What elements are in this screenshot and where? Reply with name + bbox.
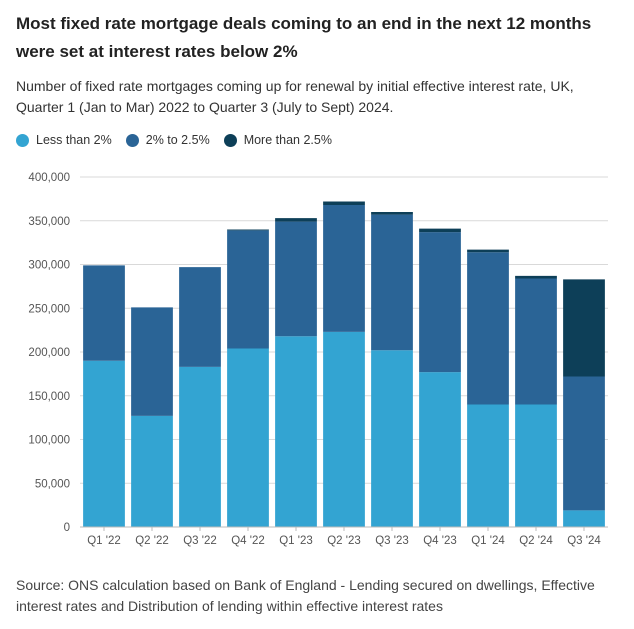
bar-segment: [563, 279, 605, 377]
x-tick-label: Q4 '23: [423, 535, 457, 547]
bar-segment: [467, 249, 509, 253]
y-tick-label: 400,000: [28, 172, 70, 184]
bar-segment: [179, 366, 221, 527]
bar-segment: [467, 404, 509, 527]
legend-item-2-to-2-5: 2% to 2.5%: [125, 133, 210, 147]
bar-segment: [227, 348, 269, 527]
bar-segment: [563, 510, 605, 527]
bar-segment: [371, 212, 413, 215]
x-tick-label: Q3 '22: [183, 535, 217, 547]
bar-segment: [515, 275, 557, 279]
bar-segment: [419, 228, 461, 233]
x-tick-label: Q3 '24: [567, 535, 601, 547]
x-tick-label: Q2 '22: [135, 535, 169, 547]
bar-segment: [467, 252, 509, 405]
y-tick-label: 250,000: [28, 303, 70, 315]
bar-segment: [419, 232, 461, 373]
chart-title: Most fixed rate mortgage deals coming to…: [16, 14, 592, 61]
bar-segment: [515, 278, 557, 405]
bar-segment: [131, 415, 173, 527]
legend-item-less-than-2: Less than 2%: [16, 133, 112, 147]
bar-segment: [275, 218, 317, 222]
bar-segment: [419, 372, 461, 527]
y-tick-label: 200,000: [28, 347, 70, 359]
y-tick-label: 300,000: [28, 260, 70, 272]
chart-legend: Less than 2% 2% to 2.5% More than 2.5%: [16, 131, 346, 149]
x-tick-label: Q1 '24: [471, 535, 505, 547]
bar-segment: [371, 214, 413, 351]
bar-segment: [83, 360, 125, 527]
legend-label-more-than-2-5: More than 2.5%: [243, 133, 332, 147]
bar-segment: [515, 404, 557, 527]
bar-segment: [323, 201, 365, 205]
y-tick-label: 350,000: [28, 216, 70, 228]
bar-segment: [371, 350, 413, 527]
legend-label-less-than-2: Less than 2%: [36, 133, 112, 147]
bar-segment: [227, 230, 269, 349]
bar-segment: [131, 307, 173, 416]
x-tick-label: Q3 '23: [375, 535, 409, 547]
x-tick-label: Q2 '23: [327, 535, 361, 547]
bar-segment: [323, 331, 365, 527]
bar-segment: [275, 336, 317, 527]
bar-segment: [227, 229, 269, 231]
bar-segment: [275, 221, 317, 337]
x-tick-label: Q1 '22: [87, 535, 121, 547]
x-tick-label: Q4 '22: [231, 535, 265, 547]
legend-label-2-to-2-5: 2% to 2.5%: [145, 133, 210, 147]
x-tick-label: Q1 '23: [279, 535, 313, 547]
legend-swatch-more-than-2-5: [223, 133, 237, 147]
bar-segment: [323, 205, 365, 332]
y-tick-label: 50,000: [35, 478, 70, 490]
y-tick-label: 100,000: [28, 435, 70, 447]
y-tick-label: 0: [64, 522, 70, 534]
legend-item-more-than-2-5: More than 2.5%: [223, 133, 332, 147]
x-tick-label: Q2 '24: [519, 535, 553, 547]
legend-swatch-2-to-2-5: [125, 133, 139, 147]
bar-segment: [83, 265, 125, 361]
legend-swatch-less-than-2: [16, 133, 29, 147]
bar-segment: [179, 267, 221, 367]
source-note: Source: ONS calculation based on Bank of…: [16, 577, 595, 614]
bar-segment: [563, 376, 605, 511]
stacked-bar-chart: 0 50,000 100,000 150,000 200,000 250,000 300,0…: [28, 172, 608, 547]
y-tick-label: 150,000: [28, 391, 70, 403]
chart-subtitle: Number of fixed rate mortgages coming up…: [16, 78, 574, 115]
